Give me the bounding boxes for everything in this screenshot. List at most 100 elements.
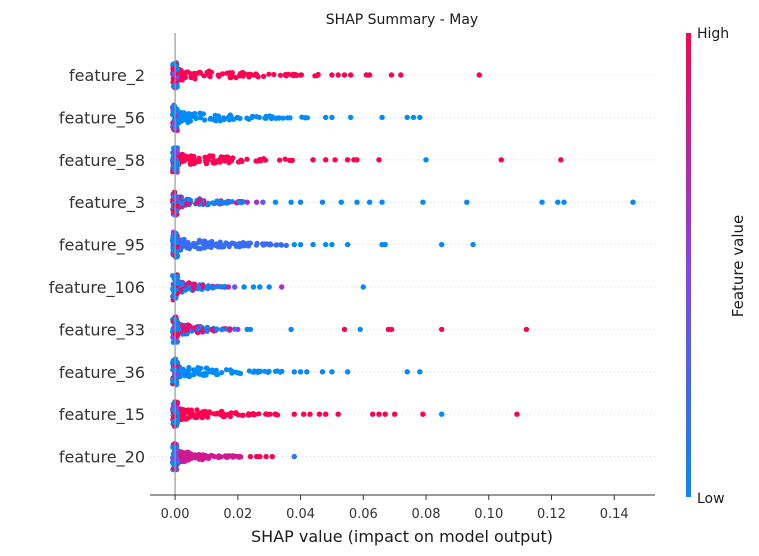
- shap-point: [228, 410, 234, 416]
- shap-point: [174, 66, 180, 72]
- shap-point: [190, 372, 196, 378]
- feature-label: feature_95: [59, 236, 145, 256]
- shap-point: [312, 73, 318, 79]
- shap-point: [197, 197, 203, 203]
- shap-point: [225, 284, 232, 290]
- shap-point: [323, 241, 329, 248]
- shap-point: [319, 199, 326, 205]
- shap-point: [181, 415, 187, 421]
- shap-point: [184, 201, 190, 207]
- shap-point: [288, 199, 294, 205]
- shap-point: [291, 241, 297, 248]
- shap-point: [208, 452, 214, 458]
- shap-point: [174, 456, 180, 462]
- x-tick-label: 0.12: [537, 507, 566, 522]
- shap-point: [256, 369, 262, 375]
- x-tick-label: 0.10: [474, 507, 503, 522]
- shap-point: [338, 199, 344, 205]
- shap-point: [288, 326, 294, 333]
- shap-point: [284, 72, 290, 78]
- shap-point: [404, 369, 410, 375]
- shap-point: [272, 199, 279, 205]
- shap-point: [310, 241, 316, 248]
- shap-point: [229, 70, 235, 76]
- shap-point: [297, 199, 304, 205]
- shap-point: [558, 157, 564, 163]
- shap-point: [382, 241, 388, 248]
- chart-title: SHAP Summary - May: [326, 12, 478, 28]
- shap-point: [219, 412, 225, 418]
- shap-point: [238, 157, 244, 163]
- shap-point: [232, 241, 238, 247]
- shap-point: [323, 157, 329, 163]
- shap-point: [196, 239, 202, 245]
- shap-point: [224, 70, 230, 76]
- shap-point: [256, 114, 262, 120]
- shap-point: [376, 411, 382, 417]
- shap-point: [187, 160, 193, 166]
- x-tick-label: 0.00: [161, 507, 190, 522]
- shap-point: [277, 157, 283, 163]
- shap-point: [199, 415, 205, 421]
- shap-point: [266, 71, 272, 77]
- shap-point: [266, 242, 273, 248]
- shap-point: [188, 407, 195, 413]
- shap-point: [269, 114, 276, 120]
- shap-point: [323, 411, 329, 417]
- shap-point: [188, 153, 194, 159]
- shap-point: [514, 411, 520, 417]
- shap-point: [170, 245, 176, 251]
- shap-point: [217, 118, 223, 124]
- shap-point: [256, 411, 262, 417]
- shap-point: [196, 369, 202, 375]
- shap-point: [226, 160, 232, 166]
- shap-point: [398, 72, 404, 78]
- shap-point: [291, 411, 297, 417]
- shap-point: [335, 411, 341, 417]
- shap-point: [174, 240, 180, 246]
- shap-point: [382, 411, 388, 417]
- shap-point: [476, 72, 482, 78]
- shap-point: [245, 72, 251, 78]
- shap-point: [417, 369, 423, 375]
- shap-point: [274, 368, 280, 374]
- shap-point: [253, 242, 260, 248]
- colorbar-low-label: Low: [697, 491, 725, 507]
- shap-point: [214, 326, 220, 332]
- shap-point: [206, 200, 212, 206]
- shap-point: [213, 243, 219, 249]
- shap-point: [201, 73, 207, 79]
- shap-point: [341, 326, 348, 333]
- feature-label: feature_2: [69, 66, 145, 86]
- shap-point: [170, 273, 176, 279]
- shap-point: [244, 199, 250, 205]
- shap-point: [287, 157, 293, 163]
- shap-point: [186, 196, 192, 202]
- shap-point: [354, 157, 360, 163]
- shap-point: [329, 72, 335, 78]
- shap-point: [304, 115, 310, 121]
- shap-point: [269, 453, 275, 460]
- feature-label: feature_3: [69, 193, 145, 213]
- shap-point: [181, 407, 187, 413]
- shap-point: [174, 400, 180, 406]
- shap-point: [523, 326, 530, 333]
- shap-point: [186, 364, 192, 371]
- shap-point: [186, 118, 192, 124]
- shap-point: [201, 410, 207, 416]
- shap-point: [174, 84, 180, 90]
- feature-label: feature_36: [59, 363, 145, 383]
- x-axis-ticks: 0.00 0.02 0.04 0.06 0.08 0.10 0.12 0.14: [161, 495, 629, 522]
- shap-point: [265, 411, 271, 417]
- shap-point: [192, 110, 198, 117]
- colorbar-title: Feature value: [729, 215, 747, 317]
- shap-point: [332, 157, 338, 163]
- shap-point: [282, 156, 288, 162]
- feature-label: feature_33: [59, 320, 145, 340]
- shap-point: [310, 157, 316, 163]
- shap-point: [266, 284, 272, 290]
- shap-point: [348, 72, 354, 78]
- shap-point: [206, 409, 213, 415]
- shap-point: [379, 114, 385, 121]
